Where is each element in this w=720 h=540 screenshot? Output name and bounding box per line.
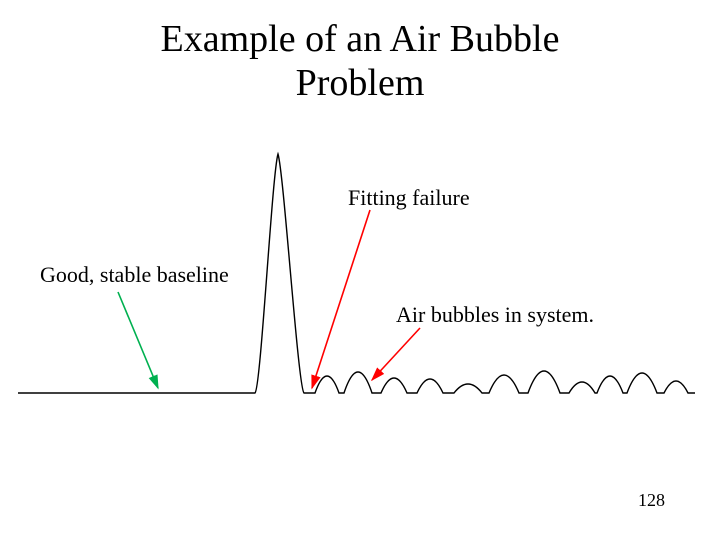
slide-title: Example of an Air Bubble Problem xyxy=(0,18,720,105)
arrow-air-bubbles xyxy=(372,328,420,380)
page-number: 128 xyxy=(638,490,665,511)
arrow-good-baseline xyxy=(118,292,158,388)
label-fitting-failure: Fitting failure xyxy=(348,185,470,211)
title-line-1: Example of an Air Bubble xyxy=(161,18,560,60)
title-line-2: Problem xyxy=(296,62,425,104)
label-good-baseline: Good, stable baseline xyxy=(40,262,229,288)
arrow-fitting-failure xyxy=(312,210,370,388)
label-air-bubbles: Air bubbles in system. xyxy=(396,302,594,328)
